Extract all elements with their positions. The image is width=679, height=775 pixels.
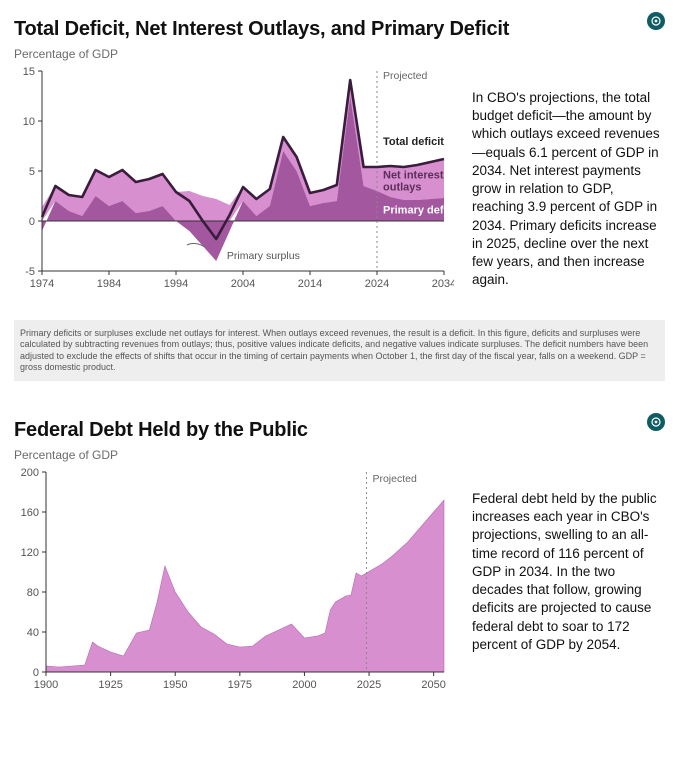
- deficit-chart: -5 0 5 10 15 1974 1984 1994 2004 2014 2024 2034 Proj…: [14, 63, 454, 298]
- svg-text:120: 120: [21, 547, 39, 559]
- target-icon: [651, 16, 661, 26]
- svg-text:0: 0: [29, 216, 35, 228]
- svg-text:Primary surplus: Primary surplus: [227, 250, 300, 262]
- info-badge[interactable]: [647, 413, 665, 431]
- svg-text:outlays: outlays: [383, 182, 422, 194]
- footnote-band: Primary deficits or surpluses exclude ne…: [14, 320, 665, 381]
- svg-text:1900: 1900: [34, 679, 58, 691]
- svg-text:40: 40: [27, 627, 39, 639]
- svg-text:Net interest: Net interest: [383, 170, 444, 182]
- svg-text:Total deficit: Total deficit: [383, 136, 444, 148]
- svg-text:2004: 2004: [231, 278, 255, 290]
- svg-text:10: 10: [23, 116, 35, 128]
- svg-text:160: 160: [21, 507, 39, 519]
- section-title: Total Deficit, Net Interest Outlays, and…: [14, 18, 665, 41]
- svg-text:2025: 2025: [357, 679, 381, 691]
- svg-text:2050: 2050: [421, 679, 445, 691]
- footnote-text: Primary deficits or surpluses exclude ne…: [20, 328, 659, 373]
- section-deficit: Total Deficit, Net Interest Outlays, and…: [14, 18, 665, 381]
- svg-text:200: 200: [21, 467, 39, 479]
- svg-text:2034: 2034: [432, 278, 454, 290]
- section-debt: Federal Debt Held by the Public Percenta…: [14, 419, 665, 699]
- section-description: In CBO's projections, the total budget d…: [472, 63, 665, 289]
- svg-text:Primary deficit: Primary deficit: [383, 205, 454, 217]
- debt-chart: 0 40 80 120 160 200 1900 1925 1950 1975 2000 2025 20…: [14, 464, 454, 699]
- svg-text:2000: 2000: [292, 679, 316, 691]
- svg-text:1984: 1984: [97, 278, 121, 290]
- svg-text:2024: 2024: [365, 278, 389, 290]
- svg-text:1994: 1994: [164, 278, 188, 290]
- svg-text:1950: 1950: [163, 679, 187, 691]
- section-title: Federal Debt Held by the Public: [14, 419, 665, 442]
- svg-text:1974: 1974: [30, 278, 54, 290]
- svg-text:80: 80: [27, 587, 39, 599]
- svg-text:2014: 2014: [298, 278, 322, 290]
- y-axis-title: Percentage of GDP: [14, 47, 665, 61]
- section-description: Federal debt held by the public increase…: [472, 464, 665, 654]
- svg-text:0: 0: [33, 667, 39, 679]
- svg-text:1925: 1925: [98, 679, 122, 691]
- svg-text:15: 15: [23, 66, 35, 78]
- svg-text:5: 5: [29, 166, 35, 178]
- svg-text:Projected: Projected: [383, 70, 428, 82]
- y-axis-title: Percentage of GDP: [14, 448, 665, 462]
- info-badge[interactable]: [647, 12, 665, 30]
- svg-text:-5: -5: [25, 266, 35, 278]
- svg-text:Projected: Projected: [372, 473, 417, 485]
- target-icon: [651, 417, 661, 427]
- svg-text:1975: 1975: [228, 679, 252, 691]
